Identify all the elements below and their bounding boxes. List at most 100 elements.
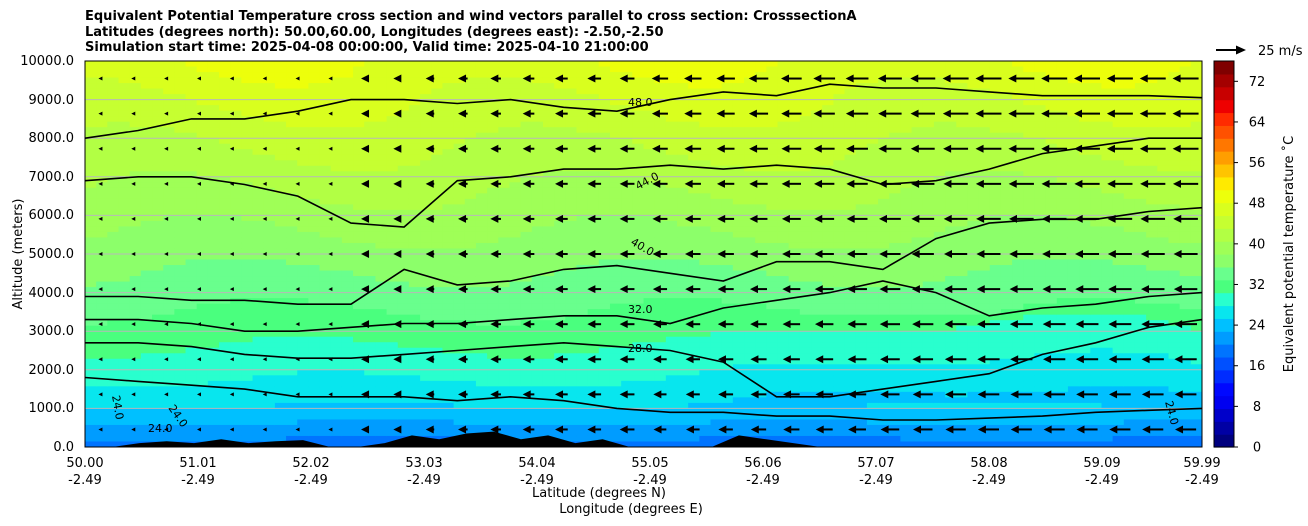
field-cell bbox=[442, 276, 455, 283]
field-cell bbox=[118, 320, 131, 327]
field-cell bbox=[799, 320, 812, 327]
field-cell bbox=[509, 116, 522, 123]
field-cell bbox=[576, 303, 589, 310]
field-cell bbox=[397, 143, 410, 150]
field-cell bbox=[699, 386, 712, 393]
field-cell bbox=[866, 320, 879, 327]
field-cell bbox=[665, 72, 678, 79]
field-cell bbox=[219, 127, 231, 134]
field-cell bbox=[453, 209, 466, 217]
field-cell bbox=[118, 143, 131, 150]
field-cell bbox=[576, 254, 589, 261]
field-cell bbox=[431, 127, 444, 134]
field-cell bbox=[598, 303, 611, 310]
field-cell bbox=[554, 138, 567, 145]
field-cell bbox=[609, 209, 622, 217]
field-cell bbox=[274, 182, 287, 189]
field-cell bbox=[364, 331, 377, 338]
field-cell bbox=[174, 209, 187, 217]
field-cell bbox=[744, 143, 756, 150]
field-cell bbox=[140, 430, 153, 437]
field-cell bbox=[420, 380, 432, 388]
field-cell bbox=[386, 182, 399, 189]
field-cell bbox=[621, 402, 634, 410]
field-cell bbox=[319, 276, 332, 283]
field-cell bbox=[364, 435, 377, 443]
field-cell bbox=[252, 116, 265, 123]
field-cell bbox=[397, 380, 410, 388]
field-cell bbox=[509, 187, 522, 195]
field-cell bbox=[498, 237, 511, 244]
field-cell bbox=[286, 220, 298, 228]
field-cell bbox=[632, 336, 645, 343]
field-cell bbox=[397, 209, 410, 217]
field-cell bbox=[677, 430, 689, 437]
field-cell bbox=[643, 66, 656, 73]
field-cell bbox=[207, 287, 220, 294]
field-cell bbox=[654, 171, 667, 178]
field-cell bbox=[386, 402, 399, 410]
field-cell bbox=[475, 347, 488, 354]
field-cell bbox=[744, 237, 756, 244]
field-cell bbox=[721, 99, 734, 106]
field-cell bbox=[274, 231, 287, 239]
field-cell bbox=[844, 314, 857, 321]
field-cell bbox=[744, 226, 756, 233]
field-cell bbox=[140, 209, 153, 217]
field-cell bbox=[85, 259, 97, 266]
field-cell bbox=[140, 138, 153, 145]
field-cell bbox=[353, 369, 365, 377]
field-cell bbox=[107, 320, 120, 327]
field-cell bbox=[744, 204, 756, 211]
field-cell bbox=[531, 347, 544, 354]
field-cell bbox=[609, 369, 622, 377]
field-cell bbox=[509, 193, 522, 200]
field-cell bbox=[878, 127, 890, 134]
field-cell bbox=[710, 242, 723, 250]
field-cell bbox=[185, 281, 198, 288]
field-cell bbox=[621, 408, 634, 415]
field-cell bbox=[241, 314, 254, 321]
field-cell bbox=[598, 391, 611, 399]
field-cell bbox=[241, 198, 254, 206]
field-cell bbox=[118, 171, 131, 178]
field-cell bbox=[475, 187, 488, 195]
field-cell bbox=[297, 160, 310, 167]
field-cell bbox=[442, 143, 455, 150]
field-cell bbox=[219, 402, 231, 410]
field-cell bbox=[554, 265, 567, 272]
field-cell bbox=[96, 231, 109, 239]
field-cell bbox=[542, 358, 555, 365]
field-cell bbox=[330, 204, 343, 211]
field-cell bbox=[274, 380, 287, 388]
field-cell bbox=[632, 154, 645, 161]
field-cell bbox=[565, 342, 578, 349]
field-cell bbox=[609, 160, 622, 167]
field-cell bbox=[878, 116, 890, 123]
field-cell bbox=[866, 209, 879, 217]
field-cell bbox=[732, 380, 745, 388]
field-cell bbox=[140, 276, 153, 283]
field-cell bbox=[140, 320, 153, 327]
field-cell bbox=[408, 430, 421, 437]
field-cell bbox=[822, 99, 835, 106]
field-cell bbox=[755, 292, 768, 299]
field-cell bbox=[85, 160, 97, 167]
field-cell bbox=[632, 347, 645, 354]
field-cell bbox=[85, 220, 97, 228]
field-cell bbox=[107, 347, 120, 354]
field-cell bbox=[330, 364, 343, 371]
field-cell bbox=[397, 127, 410, 134]
field-cell bbox=[408, 325, 421, 332]
field-cell bbox=[598, 149, 611, 156]
field-cell bbox=[330, 171, 343, 178]
field-cell bbox=[632, 320, 645, 327]
field-cell bbox=[475, 220, 488, 228]
field-cell bbox=[308, 320, 321, 327]
field-cell bbox=[163, 154, 176, 161]
field-cell bbox=[163, 270, 176, 277]
field-cell bbox=[531, 380, 544, 388]
field-cell bbox=[341, 171, 354, 178]
field-cell bbox=[453, 231, 466, 239]
field-cell bbox=[509, 353, 522, 360]
